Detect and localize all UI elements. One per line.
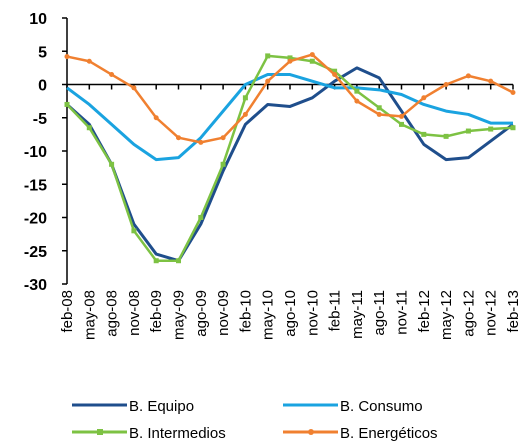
marker	[488, 126, 494, 132]
marker	[131, 85, 137, 91]
x-tick-label: may-11	[349, 290, 366, 339]
legend-marker	[97, 429, 103, 435]
marker	[287, 55, 293, 61]
x-tick-label: ago-10	[282, 290, 299, 337]
marker	[64, 101, 70, 107]
marker	[153, 258, 159, 264]
marker	[220, 161, 226, 167]
y-tick-label: -5	[33, 111, 47, 128]
marker	[399, 113, 404, 119]
y-tick-label: 0	[38, 78, 47, 95]
marker	[265, 53, 271, 59]
x-tick-label: feb-13	[505, 290, 522, 333]
x-tick-label: feb-09	[148, 290, 165, 333]
marker	[242, 95, 248, 101]
marker	[376, 111, 382, 117]
x-tick-label: nov-10	[304, 290, 321, 336]
x-tick-label: ago-12	[460, 290, 477, 337]
y-tick-label: -25	[24, 244, 47, 261]
legend-label: B. Consumo	[340, 398, 423, 415]
y-tick-label: 5	[38, 44, 47, 61]
marker	[220, 135, 226, 141]
series-line	[65, 66, 514, 263]
marker	[354, 98, 360, 104]
legend-label: B. Equipo	[129, 398, 194, 415]
legend-marker	[308, 429, 314, 435]
legend-label: B. Energéticos	[340, 425, 438, 442]
marker	[176, 135, 181, 141]
marker	[421, 131, 427, 137]
marker	[510, 125, 516, 131]
legend-label: B. Intermedios	[129, 425, 226, 442]
y-tick-label: -10	[24, 144, 47, 161]
series-line	[66, 53, 514, 144]
x-tick-label: nov-11	[394, 290, 411, 335]
marker	[332, 72, 338, 78]
marker	[465, 128, 471, 134]
marker	[332, 68, 338, 74]
x-tick-label: feb-11	[327, 290, 344, 331]
marker	[376, 105, 382, 111]
marker	[109, 72, 115, 78]
marker	[399, 121, 404, 127]
marker	[443, 133, 449, 139]
marker	[443, 82, 449, 87]
series-line	[66, 73, 513, 162]
marker	[287, 58, 293, 64]
marker	[198, 139, 204, 145]
x-tick-label: ago-09	[193, 290, 210, 337]
marker	[242, 111, 248, 117]
marker	[176, 258, 181, 264]
marker	[86, 125, 92, 131]
marker	[465, 73, 471, 79]
x-tick-label: feb-12	[416, 290, 433, 333]
marker	[153, 115, 159, 121]
marker	[86, 58, 92, 64]
x-tick-label: ago-11	[371, 290, 388, 336]
y-tick-label: 10	[29, 11, 47, 28]
x-tick-label: may-09	[171, 290, 188, 340]
y-tick-label: -30	[24, 277, 47, 294]
marker	[64, 54, 70, 60]
x-tick-label: nov-08	[126, 290, 143, 336]
marker	[198, 215, 204, 220]
x-tick-label: may-10	[260, 290, 277, 340]
marker	[309, 58, 315, 64]
marker	[109, 161, 115, 167]
marker	[309, 52, 315, 58]
x-tick-label: feb-08	[59, 290, 76, 333]
x-tick-label: ago-08	[104, 290, 121, 337]
marker	[510, 89, 516, 95]
y-tick-label: -20	[24, 211, 47, 228]
y-tick-label: -15	[24, 177, 47, 194]
x-tick-label: nov-12	[483, 290, 500, 336]
x-tick-label: feb-10	[237, 290, 254, 333]
x-tick-label: may-08	[81, 290, 98, 340]
marker	[131, 228, 137, 234]
x-tick-label: nov-09	[215, 290, 232, 336]
marker	[421, 95, 427, 101]
x-tick-label: may-12	[438, 290, 455, 340]
marker	[265, 78, 271, 84]
marker	[354, 88, 360, 94]
marker	[488, 78, 494, 84]
